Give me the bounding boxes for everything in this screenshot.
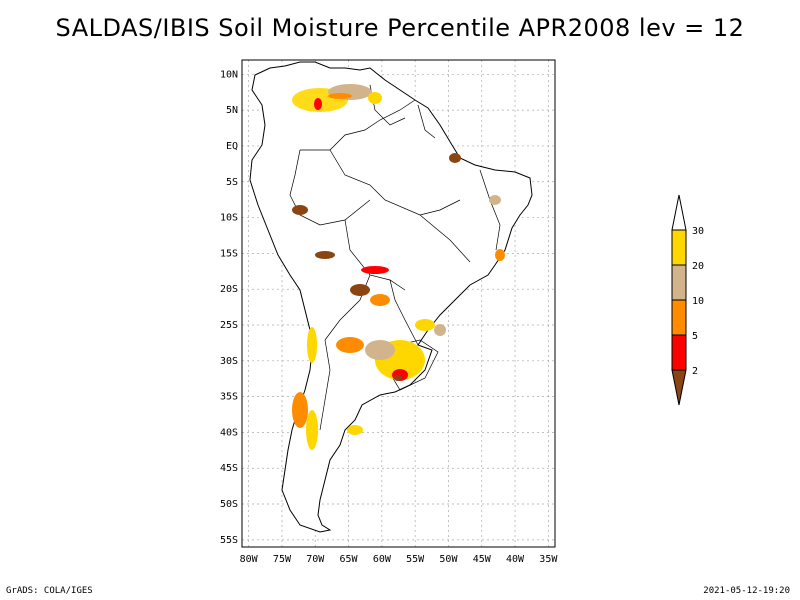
- map-frame: [241, 59, 556, 548]
- lat-tick-label: 5N: [226, 105, 238, 116]
- lon-tick-label: 65W: [340, 554, 359, 565]
- lat-tick-label: 10S: [220, 213, 238, 224]
- lon-tick-label: 80W: [240, 554, 259, 565]
- legend-label: 20: [692, 261, 704, 272]
- lon-tick-label: 40W: [506, 554, 525, 565]
- map-title: SALDAS/IBIS Soil Moisture Percentile APR…: [55, 14, 745, 42]
- lat-tick-label: 35S: [220, 392, 238, 403]
- lat-tick-label: 10N: [220, 69, 238, 80]
- legend-color-box: [671, 229, 687, 266]
- legend-arrow-min: [671, 369, 687, 406]
- legend-label: 5: [692, 331, 698, 342]
- lat-tick-label: EQ: [226, 141, 238, 152]
- lat-tick-label: 20S: [220, 284, 238, 295]
- legend-color-box: [671, 334, 687, 371]
- colorbar-legend: 2 5 10 20 30: [671, 194, 704, 406]
- legend-color-box: [671, 264, 687, 301]
- lat-tick-label: 45S: [220, 463, 238, 474]
- lat-tick-label: 55S: [220, 535, 238, 546]
- lon-tick-label: 75W: [273, 554, 292, 565]
- longitude-labels: 80W 75W 70W 65W 60W 55W 50W 45W 40W 35W: [240, 554, 559, 565]
- legend-label: 30: [692, 226, 704, 237]
- lon-tick-label: 35W: [539, 554, 558, 565]
- footer-credit: GrADS: COLA/IGES: [6, 586, 93, 596]
- continent-outline: [249, 61, 533, 533]
- latitude-labels: 10N 5N EQ 5S 10S 15S 20S 25S 30S 35S 40S 45S 50S 55S: [220, 69, 238, 546]
- lat-tick-label: 30S: [220, 356, 238, 367]
- percentile-patches: [292, 84, 505, 450]
- lon-tick-label: 55W: [406, 554, 425, 565]
- legend-label: 10: [692, 296, 704, 307]
- legend-label: 2: [692, 366, 698, 377]
- legend-arrow-max: [671, 194, 687, 231]
- lat-tick-label: 5S: [226, 177, 238, 188]
- lon-tick-label: 60W: [373, 554, 392, 565]
- lat-tick-label: 25S: [220, 320, 238, 331]
- lon-tick-label: 50W: [439, 554, 458, 565]
- lat-tick-label: 15S: [220, 248, 238, 259]
- footer-timestamp: 2021-05-12-19:20: [703, 586, 790, 596]
- lon-tick-label: 70W: [306, 554, 325, 565]
- lat-tick-label: 50S: [220, 499, 238, 510]
- legend-color-box: [671, 299, 687, 336]
- lon-tick-label: 45W: [473, 554, 492, 565]
- lat-tick-label: 40S: [220, 427, 238, 438]
